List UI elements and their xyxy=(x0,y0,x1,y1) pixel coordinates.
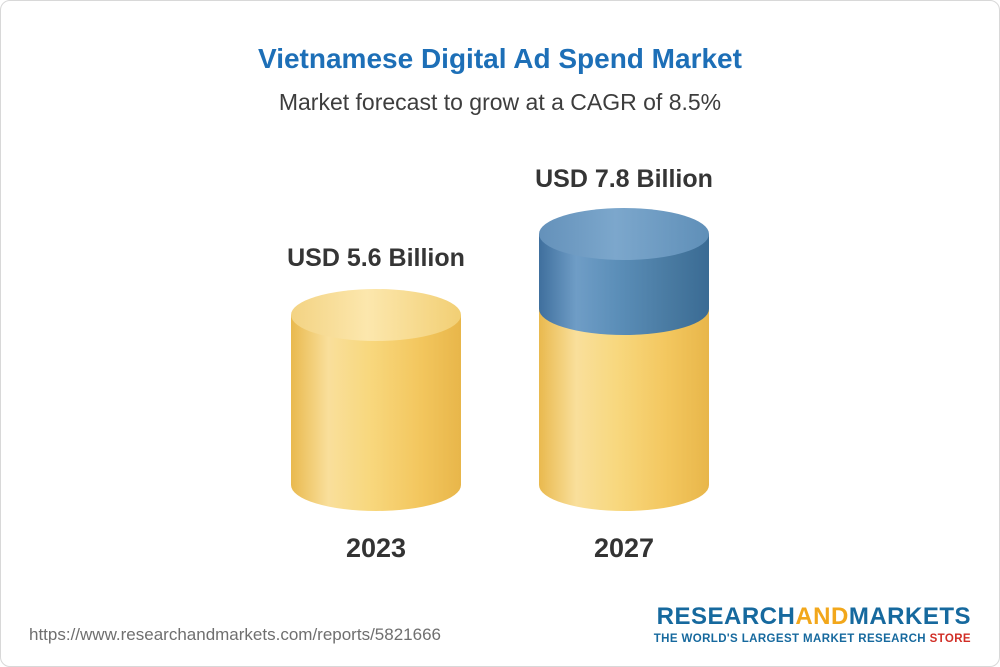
chart-title: Vietnamese Digital Ad Spend Market xyxy=(258,43,742,74)
x-axis-label-2027: 2027 xyxy=(593,533,655,563)
chart-subtitle: Market forecast to grow at a CAGR of 8.5… xyxy=(278,89,722,115)
research-and-markets-logo: RESEARCHANDMARKETS THE WORLD'S LARGEST M… xyxy=(654,603,971,645)
logo-tagline-store: STORE xyxy=(929,633,971,645)
logo-tagline: THE WORLD'S LARGEST MARKET RESEARCH STOR… xyxy=(654,633,971,645)
report-url: https://www.researchandmarkets.com/repor… xyxy=(29,625,441,644)
logo-tagline-main: THE WORLD'S LARGEST MARKET RESEARCH xyxy=(653,633,930,645)
value-label-2027: USD 7.8 Billion xyxy=(535,165,713,193)
value-label-2023: USD 5.6 Billion xyxy=(287,244,465,272)
cylinder-2027-top-ellipse xyxy=(539,208,709,260)
logo-word-and: AND xyxy=(795,603,849,630)
cylinder-2027-base-segment xyxy=(539,309,709,511)
cylinder-2023-body xyxy=(291,315,461,511)
logo-word-research: RESEARCH xyxy=(656,603,796,630)
logo-wordmark: RESEARCHANDMARKETS xyxy=(654,603,971,631)
x-axis-label-2023: 2023 xyxy=(345,533,407,563)
cylinder-2023-top-ellipse xyxy=(291,289,461,341)
logo-word-markets: MARKETS xyxy=(848,603,971,630)
